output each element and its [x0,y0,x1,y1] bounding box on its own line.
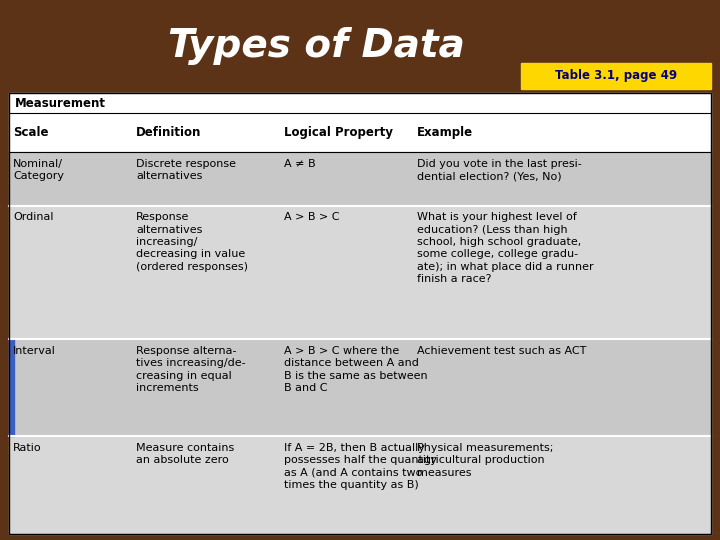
Text: A ≠ B: A ≠ B [284,159,315,169]
Text: Response
alternatives
increasing/
decreasing in value
(ordered responses): Response alternatives increasing/ decrea… [136,212,248,272]
Bar [9,206,711,339]
Text: Did you vote in the last presi-
dential election? (Yes, No): Did you vote in the last presi- dential … [417,159,582,181]
Text: Types of Data: Types of Data [168,28,465,65]
Text: Table 3.1, page 49: Table 3.1, page 49 [555,69,677,82]
Text: Nominal/
Category: Nominal/ Category [13,159,64,181]
Bar [9,93,711,534]
Text: Ratio: Ratio [13,443,42,453]
Text: Logical Property: Logical Property [284,126,392,139]
Bar [9,152,711,206]
Text: Example: Example [417,126,473,139]
Bar [0,0,720,93]
Text: Scale: Scale [13,126,48,139]
Text: Measurement: Measurement [14,97,105,110]
Bar [9,339,711,436]
Text: A > B > C: A > B > C [284,212,339,222]
Bar [9,113,711,152]
Text: Discrete response
alternatives: Discrete response alternatives [136,159,236,181]
Text: Measure contains
an absolute zero: Measure contains an absolute zero [136,443,234,465]
Text: Ordinal: Ordinal [13,212,53,222]
Text: If A = 2B, then B actually
possesses half the quantity
as A (and A contains two
: If A = 2B, then B actually possesses hal… [284,443,436,490]
Text: A > B > C where the
distance between A and
B is the same as between
B and C: A > B > C where the distance between A a… [284,346,427,393]
Bar [9,436,711,534]
Text: What is your highest level of
education? (Less than high
school, high school gra: What is your highest level of education?… [417,212,594,284]
Bar [9,339,14,436]
Text: Definition: Definition [136,126,202,139]
Bar [9,93,711,113]
Text: Interval: Interval [13,346,56,356]
Text: Physical measurements;
agricultural production
measures: Physical measurements; agricultural prod… [417,443,554,478]
Text: Response alterna-
tives increasing/de-
creasing in equal
increments: Response alterna- tives increasing/de- c… [136,346,246,393]
Text: Achievement test such as ACT: Achievement test such as ACT [417,346,586,356]
Bar [521,63,711,89]
